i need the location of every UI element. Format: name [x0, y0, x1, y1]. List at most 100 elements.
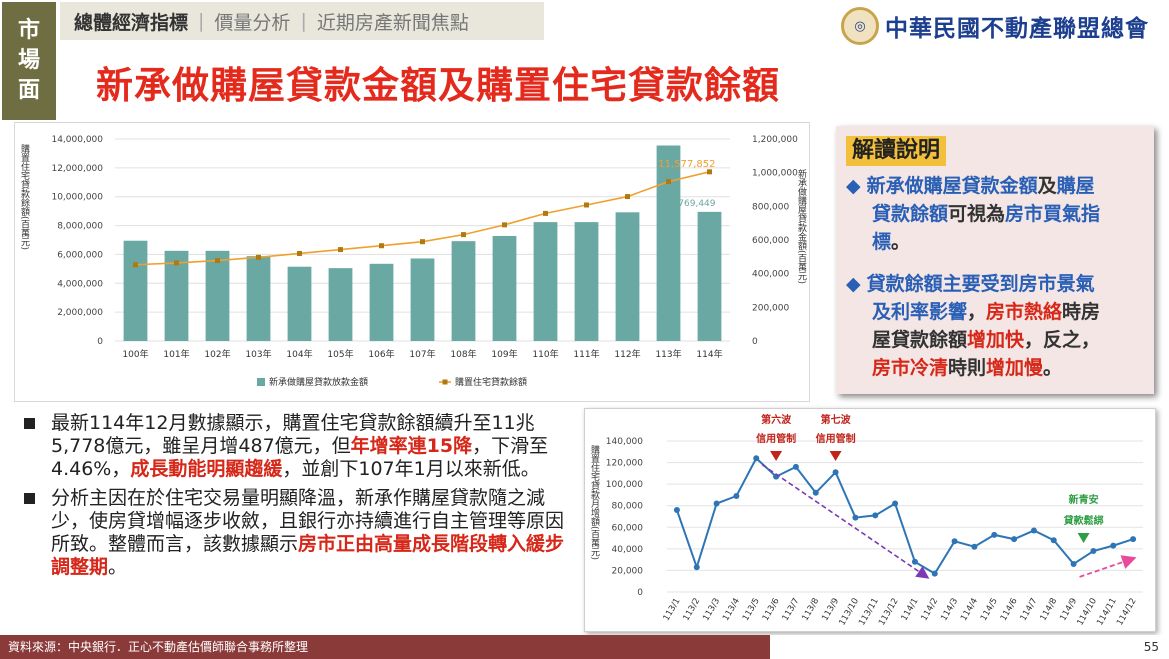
legend-label: 新承做購屋貸款放款金額 — [269, 376, 368, 388]
footer-blank — [770, 635, 1169, 659]
line-point — [338, 247, 343, 253]
x-tick: 114/5 — [979, 597, 1000, 623]
text-run: 及利率影響 — [872, 301, 968, 323]
seal-icon: ◎ — [841, 7, 879, 45]
bar — [287, 266, 312, 341]
line-point — [812, 489, 819, 496]
annotation-label: 信用管制 — [816, 432, 856, 445]
line-point — [991, 531, 998, 538]
text-run: ，反之， — [1024, 329, 1101, 351]
text-run: 新承做購屋貸款金額 — [866, 175, 1038, 197]
x-tick: 105年 — [327, 348, 353, 360]
bar — [697, 211, 722, 341]
text-run: 屋貸款餘額 — [872, 329, 968, 351]
y-tick-right: 1,200,000 — [752, 135, 798, 145]
data-source: 資料來源：中央銀行．正心不動產估價師聯合事務所整理 — [8, 640, 309, 654]
bullet-line: ◆ 新承做購屋貸款金額及購屋 — [846, 172, 1100, 200]
page-title: 新承做購屋貸款金額及購置住宅貸款餘額 — [96, 64, 780, 107]
x-tick: 114/4 — [959, 597, 980, 623]
y-tick: 20,000 — [612, 566, 644, 576]
line-point — [911, 558, 918, 565]
line-point — [256, 254, 261, 260]
bar — [328, 268, 353, 341]
page-number: 55 — [1143, 640, 1159, 654]
x-tick: 111年 — [573, 348, 599, 360]
legend-label: 購置住宅貸款餘額 — [455, 376, 527, 388]
text-run: 。 — [108, 556, 128, 578]
y-tick: 100,000 — [606, 480, 643, 490]
tab-real-estate-news[interactable]: 近期房產新聞焦點 — [316, 11, 469, 34]
monthly-increase-chart: 0 20,000 40,000 60,000 80,000 100,000 120,000 1… — [589, 413, 1143, 628]
legend-swatch-bar — [257, 378, 265, 386]
bar — [492, 235, 517, 341]
x-tick: 102年 — [204, 348, 230, 360]
org-logo: ◎ 中華民國不動產聯盟總會 — [841, 6, 1149, 46]
explanation-panel: 解讀說明 ◆ 新承做購屋貸款金額及購屋 貸款餘額可視為房市買氣指 標。 ◆ 貸款餘額主要受… — [836, 126, 1154, 394]
line-point — [1030, 527, 1037, 534]
x-tick: 114/3 — [939, 597, 960, 623]
y-tick-left: 12,000,000 — [51, 164, 103, 174]
tab-macro-indicators[interactable]: 總體經濟指標 — [74, 11, 189, 34]
y-tick-left: 6,000,000 — [57, 250, 103, 260]
y-axis-label: 購置住宅貸款月增額(百萬元) — [589, 444, 600, 560]
text-run: 可視為 — [948, 203, 1006, 225]
x-tick: 114年 — [696, 348, 722, 360]
x-tick: 113/1 — [662, 597, 683, 623]
bullet-line: 及利率影響，房市熱絡時房 — [846, 298, 1100, 326]
line-point — [1130, 536, 1137, 543]
bar — [410, 258, 435, 341]
text-run: 貸款餘額主要受到房市景氣 — [866, 273, 1095, 295]
section-tab-char: 場 — [17, 48, 40, 73]
section-tab-char: 市 — [17, 18, 40, 43]
x-tick: 113/12 — [877, 597, 901, 628]
x-tick: 113/4 — [721, 597, 742, 623]
line-point — [1070, 560, 1077, 567]
annotation-marker-icon — [829, 451, 842, 461]
x-tick: 114/6 — [999, 597, 1020, 623]
x-tick: 101年 — [163, 348, 189, 360]
line-point — [892, 500, 899, 507]
bar — [615, 212, 640, 341]
y-tick: 80,000 — [612, 502, 644, 512]
text-run: 增加快 — [967, 329, 1025, 351]
tab-price-volume[interactable]: 價量分析 — [214, 11, 291, 34]
text-run: 房市熱絡 — [986, 301, 1063, 323]
text-run: 成長動能明顯趨緩 — [130, 458, 283, 480]
line-point — [379, 243, 384, 249]
y-tick-right: 200,000 — [752, 303, 789, 313]
line-point — [666, 179, 671, 185]
data-label: 11,577,852 — [658, 159, 715, 170]
section-tab-char: 面 — [17, 78, 40, 103]
line-point — [707, 169, 712, 175]
line-point — [693, 564, 700, 571]
y-tick: 40,000 — [612, 545, 644, 555]
bullet-line: 房市冷清時則增加慢。 — [846, 354, 1100, 382]
line-point — [713, 500, 720, 507]
monthly-chart-panel: 0 20,000 40,000 60,000 80,000 100,000 120,000 1… — [584, 408, 1156, 632]
x-tick: 113/5 — [741, 597, 762, 623]
line-point — [1110, 542, 1117, 549]
bar — [656, 145, 681, 341]
bar — [205, 250, 230, 341]
text-run: 標 — [872, 231, 892, 253]
note-paragraph: 最新114年12月數據顯示，購置住宅貸款餘額續升至11兆5,778億元，雖呈月增… — [24, 412, 572, 481]
explanation-bullet: ◆ 新承做購屋貸款金額及購屋 貸款餘額可視為房市買氣指 標。 — [846, 172, 1100, 256]
loan-combo-chart: 0 2,000,000 4,000,000 6,000,000 8,000,000 10,… — [19, 135, 807, 388]
line-point — [673, 507, 680, 514]
text-run: 購屋 — [1056, 175, 1095, 197]
diamond-bullet-icon: ◆ — [846, 175, 861, 197]
combo-chart-panel: 0 2,000,000 4,000,000 6,000,000 8,000,000 10,… — [14, 122, 810, 402]
text-run: 時則 — [948, 357, 987, 379]
x-tick: 113/3 — [701, 597, 722, 623]
y-tick: 140,000 — [606, 437, 643, 447]
line-point — [625, 194, 630, 200]
y-tick-left: 14,000,000 — [51, 135, 103, 145]
y-tick-left: 0 — [97, 337, 103, 347]
y-tick-left: 8,000,000 — [57, 222, 103, 232]
bar — [533, 222, 558, 341]
x-tick: 112年 — [614, 348, 640, 360]
analysis-notes: 最新114年12月數據顯示，購置住宅貸款餘額續升至11兆5,778億元，雖呈月增… — [24, 412, 572, 585]
note-paragraph: 分析主因在於住宅交易量明顯降溫，新承作購屋貸款隨之減少，使房貸增幅逐步收斂，且銀… — [24, 487, 572, 579]
bar — [123, 240, 148, 341]
line-point — [832, 469, 839, 476]
